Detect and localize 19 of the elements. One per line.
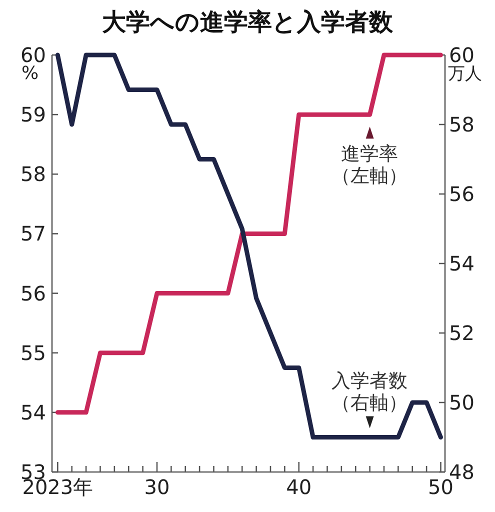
annotation: 入学者数（右軸） (330, 370, 409, 414)
chart-title: 大学への進学率と入学者数 (102, 8, 394, 36)
y2-tick-label: 60 (449, 43, 474, 67)
y2-tick-label: 50 (449, 390, 474, 414)
y-tick-label: 55 (20, 340, 46, 365)
x-tick-label: 40 (286, 475, 312, 499)
annotation: 進学率（左軸） (330, 142, 409, 187)
y-tick-label: 54 (20, 400, 46, 424)
y2-tick-label: 56 (449, 182, 474, 206)
y2-tick-label: 52 (449, 321, 474, 345)
x-tick-label: 30 (144, 475, 170, 499)
y-tick-label: 57 (20, 222, 46, 246)
y-tick-label: 59 (20, 102, 46, 127)
y2-axis-title: 万人 (448, 64, 482, 84)
y-tick-label: 56 (20, 281, 46, 306)
x-tick-label: 50 (428, 475, 454, 499)
y-tick-label: 58 (20, 162, 46, 186)
y2-tick-label: 58 (449, 112, 474, 136)
y2-tick-label: 54 (449, 252, 474, 276)
